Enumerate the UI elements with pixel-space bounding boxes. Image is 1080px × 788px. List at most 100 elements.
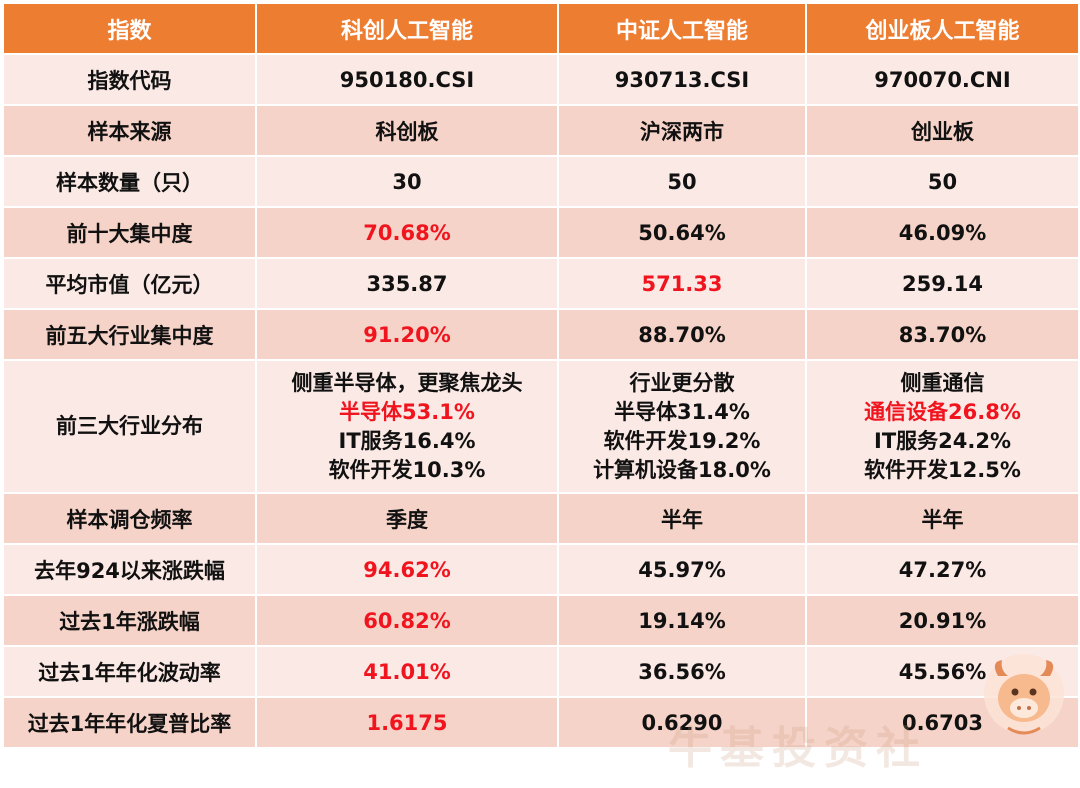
cell-value: 0.6703	[901, 710, 984, 735]
cell-value: 行业更分散	[629, 370, 735, 395]
header-cell-chinext-ai: 创业板人工智能	[805, 2, 1080, 55]
cell-value: 45.56%	[898, 659, 987, 684]
table-row: 前十大集中度 70.68% 50.64% 46.09%	[2, 206, 1080, 259]
value-cell: 45.97%	[557, 543, 807, 596]
cell-value: 20.91%	[898, 608, 987, 633]
value-cell: 47.27%	[805, 543, 1080, 596]
header-cell-star-ai: 科创人工智能	[255, 2, 559, 55]
cell-value: 50	[667, 169, 697, 194]
row-label-cell: 过去1年涨跌幅	[2, 594, 257, 647]
table-row: 样本数量（只） 30 50 50	[2, 155, 1080, 208]
value-cell: 季度	[255, 492, 559, 545]
cell-value: 50	[927, 169, 958, 194]
table-row: 过去1年年化波动率 41.01% 36.56% 45.56%	[2, 645, 1080, 698]
cell-value: 软件开发10.3%	[328, 457, 486, 482]
row-label-cell: 平均市值（亿元）	[2, 257, 257, 310]
value-cell: 83.70%	[805, 308, 1080, 361]
row-label-cell: 前十大集中度	[2, 206, 257, 259]
value-cell: 571.33	[557, 257, 807, 310]
cell-value: 335.87	[366, 271, 448, 296]
cell-value: 30	[392, 169, 422, 194]
value-cell: 科创板	[255, 104, 559, 157]
table-row: 过去1年年化夏普比率 1.6175 0.6290 0.6703	[2, 696, 1080, 749]
highlighted-value: 1.6175	[366, 710, 448, 735]
value-cell: 60.82%	[255, 594, 559, 647]
cell-value: 83.70%	[898, 322, 987, 347]
row-label-cell: 前三大行业分布	[2, 359, 257, 494]
highlighted-value: 通信设备26.8%	[864, 399, 1021, 424]
header-cell-metric: 指数	[2, 2, 257, 55]
row-label-cell: 样本来源	[2, 104, 257, 157]
value-cell: 970070.CNI	[805, 53, 1080, 106]
value-cell: 930713.CSI	[557, 53, 807, 106]
cell-value: 88.70%	[638, 322, 726, 347]
cell-value: 50.64%	[638, 220, 726, 245]
table-row: 去年924以来涨跌幅 94.62% 45.97% 47.27%	[2, 543, 1080, 596]
value-cell: 沪深两市	[557, 104, 807, 157]
value-cell: 半年	[805, 492, 1080, 545]
cell-value: 侧重半导体，更聚焦龙头	[291, 370, 523, 395]
cell-value: IT服务16.4%	[338, 428, 476, 453]
row-label-cell: 样本调仓频率	[2, 492, 257, 545]
value-cell: 50.64%	[557, 206, 807, 259]
value-cell: 19.14%	[557, 594, 807, 647]
table-row: 样本调仓频率 季度 半年 半年	[2, 492, 1080, 545]
highlighted-value: 571.33	[641, 271, 723, 296]
table-row: 前五大行业集中度 91.20% 88.70% 83.70%	[2, 308, 1080, 361]
value-cell: 46.09%	[805, 206, 1080, 259]
table-row: 指数代码 950180.CSI 930713.CSI 970070.CNI	[2, 53, 1080, 106]
table-row: 前三大行业分布 侧重半导体，更聚焦龙头 半导体53.1% IT服务16.4% 软件开发1…	[2, 359, 1080, 494]
value-cell: 0.6290	[557, 696, 807, 749]
highlighted-value: 60.82%	[363, 608, 451, 633]
value-cell: 259.14	[805, 257, 1080, 310]
highlighted-value: 70.68%	[363, 220, 451, 245]
table-header: 指数 科创人工智能 中证人工智能 创业板人工智能	[2, 2, 1080, 55]
cell-value: 创业板	[911, 119, 974, 144]
index-comparison-table: 指数 科创人工智能 中证人工智能 创业板人工智能 指数代码 950180.CSI 9…	[2, 2, 1080, 749]
cell-value: 侧重通信	[900, 370, 985, 395]
value-cell: 50	[557, 155, 807, 208]
cell-value: 计算机设备18.0%	[593, 457, 771, 482]
row-label-cell: 指数代码	[2, 53, 257, 106]
value-cell: 行业更分散 半导体31.4% 软件开发19.2% 计算机设备18.0%	[557, 359, 807, 494]
cell-value: 46.09%	[898, 220, 987, 245]
cell-value: 沪深两市	[640, 119, 724, 144]
value-cell: 30	[255, 155, 559, 208]
table-row: 样本来源 科创板 沪深两市 创业板	[2, 104, 1080, 157]
value-cell: 50	[805, 155, 1080, 208]
value-cell: 91.20%	[255, 308, 559, 361]
value-cell: 侧重半导体，更聚焦龙头 半导体53.1% IT服务16.4% 软件开发10.3%	[255, 359, 559, 494]
cell-value: 0.6290	[641, 710, 723, 735]
row-label-cell: 过去1年年化夏普比率	[2, 696, 257, 749]
value-cell: 创业板	[805, 104, 1080, 157]
cell-value: 软件开发12.5%	[864, 457, 1021, 482]
row-label-cell: 去年924以来涨跌幅	[2, 543, 257, 596]
cell-value: 47.27%	[898, 557, 987, 582]
value-cell: 41.01%	[255, 645, 559, 698]
value-cell: 70.68%	[255, 206, 559, 259]
cell-value: 半年	[661, 507, 703, 532]
header-row: 指数 科创人工智能 中证人工智能 创业板人工智能	[2, 2, 1080, 55]
value-cell: 半年	[557, 492, 807, 545]
cell-value: 季度	[386, 507, 428, 532]
cell-value: 36.56%	[638, 659, 726, 684]
highlighted-value: 91.20%	[363, 322, 451, 347]
header-cell-csi-ai: 中证人工智能	[557, 2, 807, 55]
highlighted-value: 半导体53.1%	[339, 399, 475, 424]
table-row: 过去1年涨跌幅 60.82% 19.14% 20.91%	[2, 594, 1080, 647]
cell-value: 950180.CSI	[339, 67, 475, 92]
cell-value: IT服务24.2%	[874, 428, 1011, 453]
value-cell: 950180.CSI	[255, 53, 559, 106]
watermark-text: 牛基投资社	[668, 723, 928, 774]
cell-value: 259.14	[901, 271, 984, 296]
highlighted-value: 94.62%	[363, 557, 451, 582]
value-cell: 36.56%	[557, 645, 807, 698]
row-label-cell: 前五大行业集中度	[2, 308, 257, 361]
value-cell: 335.87	[255, 257, 559, 310]
row-label-cell: 样本数量（只）	[2, 155, 257, 208]
value-cell: 1.6175	[255, 696, 559, 749]
bull-mascot-icon	[984, 654, 1064, 735]
cell-value: 19.14%	[638, 608, 726, 633]
table-row: 平均市值（亿元） 335.87 571.33 259.14	[2, 257, 1080, 310]
cell-value: 45.97%	[638, 557, 726, 582]
